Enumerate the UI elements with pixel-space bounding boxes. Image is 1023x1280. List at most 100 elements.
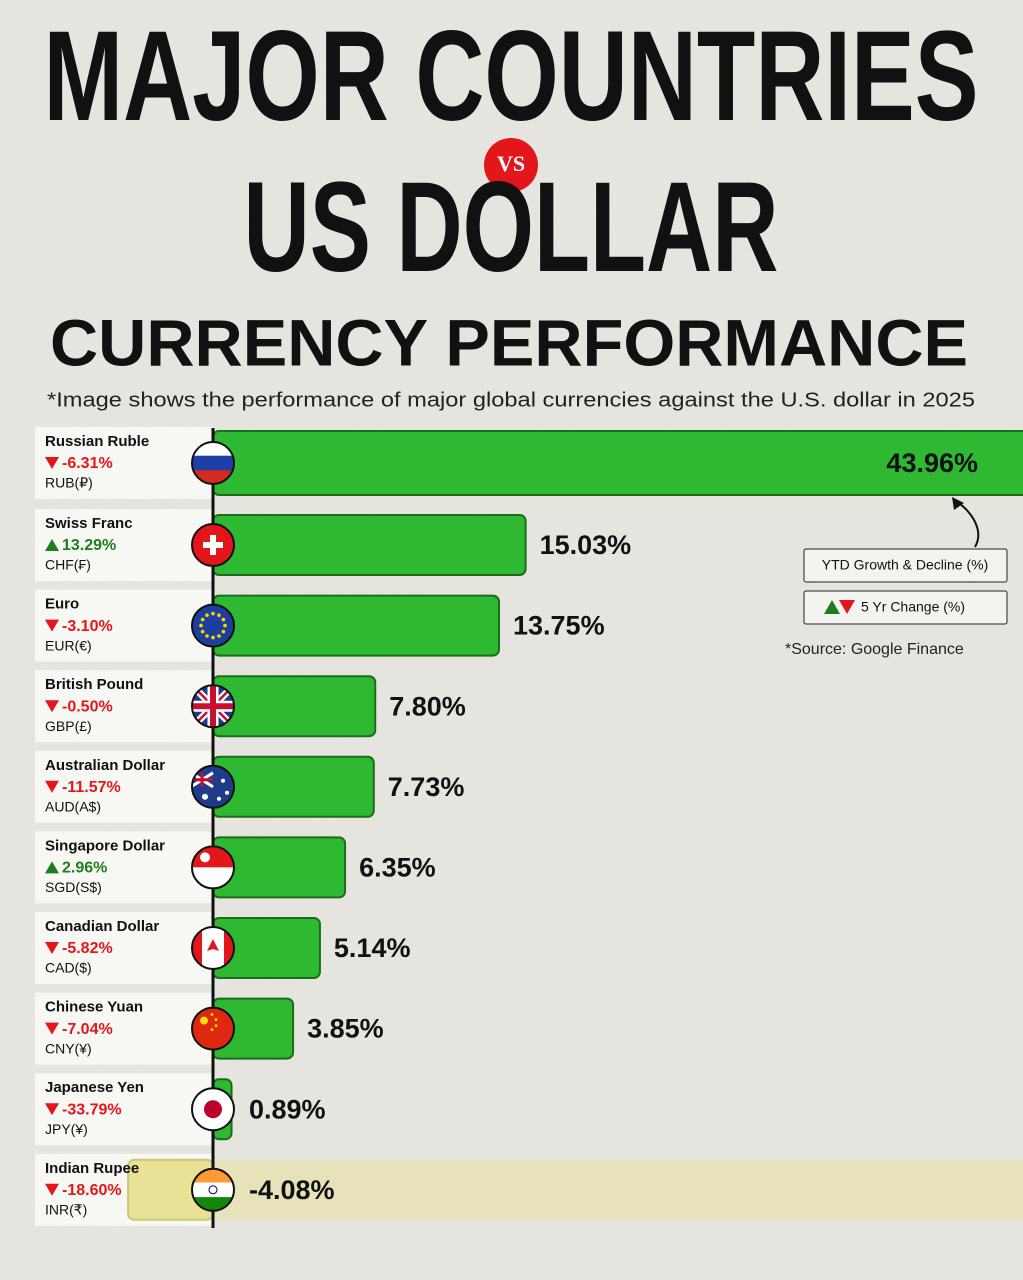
flag-part	[200, 629, 205, 634]
value-label: 3.85%	[307, 1014, 384, 1044]
change-arrow	[45, 942, 59, 954]
flag-part	[205, 634, 209, 638]
flag-part	[225, 790, 229, 795]
flag	[191, 926, 235, 970]
change-label: 13.29%	[62, 537, 116, 554]
flag-ring	[191, 1167, 235, 1212]
plot: 43.96% Russian Ruble -6.31% RUB(₽) 15.03% Swi…	[35, 427, 1023, 1226]
flag-ring	[191, 1087, 235, 1132]
flag-part	[200, 1016, 208, 1025]
title: MAJOR COUNTRIES	[44, 5, 979, 148]
label-box	[35, 992, 213, 1065]
flag-part	[199, 623, 203, 628]
flag-ring	[191, 603, 235, 648]
change-arrow	[45, 619, 59, 632]
flag-part	[223, 623, 227, 628]
label-box	[35, 427, 213, 499]
change-arrow	[45, 861, 59, 874]
value-label: 13.75%	[513, 611, 605, 641]
flag-body	[192, 846, 234, 889]
change-arrow	[45, 780, 59, 793]
change-label: 2.96%	[62, 860, 107, 877]
legend-box	[803, 548, 1008, 583]
flag-ring	[191, 1006, 235, 1051]
currency-code: GBP(£)	[45, 718, 92, 734]
flag-part	[192, 867, 234, 889]
flag	[191, 1167, 235, 1212]
flag-part	[211, 611, 215, 616]
flag	[191, 764, 235, 809]
source: *Source: Google Finance	[785, 641, 964, 658]
bar	[212, 675, 377, 738]
flag-part	[204, 1100, 222, 1119]
flag-body	[192, 927, 234, 969]
flag-part	[221, 617, 226, 622]
subtitle: *Image shows the performance of major gl…	[47, 389, 975, 411]
currency-name: Euro	[45, 596, 79, 613]
flag-part	[200, 617, 205, 622]
currency-code: CNY(¥)	[45, 1040, 92, 1056]
flag-part	[217, 634, 221, 638]
label-box	[35, 831, 213, 904]
currency-code: RUB(₽)	[45, 475, 93, 491]
flag-part	[221, 629, 226, 634]
flag-ring	[191, 684, 235, 729]
flag-part	[211, 635, 215, 640]
flag-part	[210, 1028, 214, 1031]
flag-part	[192, 846, 234, 868]
flag-part	[210, 1013, 214, 1016]
currency-name: Chinese Yuan	[45, 999, 143, 1016]
change-arrow	[45, 700, 59, 713]
currency-name: Russian Ruble	[45, 433, 149, 450]
flag-part	[205, 613, 209, 618]
legend-label: 5 Yr Change (%)	[861, 599, 965, 615]
label-box	[35, 509, 213, 581]
flag-part	[202, 793, 208, 800]
value-label: 5.14%	[334, 933, 411, 963]
value-label: 15.03%	[540, 530, 632, 560]
value-label: 7.73%	[388, 772, 465, 802]
change-label: -5.82%	[62, 940, 113, 957]
flag-ring	[191, 441, 235, 485]
flag-part	[192, 685, 234, 728]
flag	[191, 1087, 235, 1132]
flag-part	[207, 939, 219, 951]
flag	[191, 603, 235, 648]
flag-part	[217, 796, 221, 801]
change-label: -7.04%	[62, 1021, 113, 1038]
label-box	[35, 750, 213, 823]
change-arrow	[45, 1183, 59, 1196]
change-arrow	[45, 1022, 59, 1035]
flag-part	[192, 772, 213, 787]
vs-text: VS	[497, 151, 525, 176]
flag	[191, 523, 235, 567]
change-label: -11.57%	[62, 779, 121, 796]
change-arrow	[45, 539, 59, 551]
currency-name: Australian Dollar	[45, 757, 165, 774]
flag-part	[224, 927, 234, 969]
title: US DOLLAR	[244, 156, 779, 299]
flags	[191, 441, 235, 1212]
change-label: -18.60%	[62, 1182, 122, 1199]
legend-up	[824, 600, 840, 614]
currency-name: Swiss Franc	[45, 515, 133, 532]
label-box	[35, 1073, 213, 1146]
change-label: -3.10%	[62, 618, 113, 635]
currency-name: Canadian Dollar	[45, 918, 159, 935]
title: CURRENCY PERFORMANCE	[50, 305, 968, 379]
highlight-band	[213, 1159, 1023, 1220]
currency-name: Indian Rupee	[45, 1160, 139, 1177]
flag-body	[192, 765, 234, 808]
flag-part	[217, 613, 221, 618]
currency-name: British Pound	[45, 676, 143, 693]
legend-label: YTD Growth & Decline (%)	[822, 557, 988, 573]
currency-code: AUD(A$)	[45, 799, 101, 815]
vs-badge	[484, 138, 538, 192]
bar	[212, 514, 527, 576]
flag	[191, 441, 235, 485]
flag-ring	[191, 845, 235, 890]
currency-name: Japanese Yen	[45, 1079, 144, 1096]
flag-part	[214, 1018, 218, 1021]
flag-ring	[191, 764, 235, 809]
